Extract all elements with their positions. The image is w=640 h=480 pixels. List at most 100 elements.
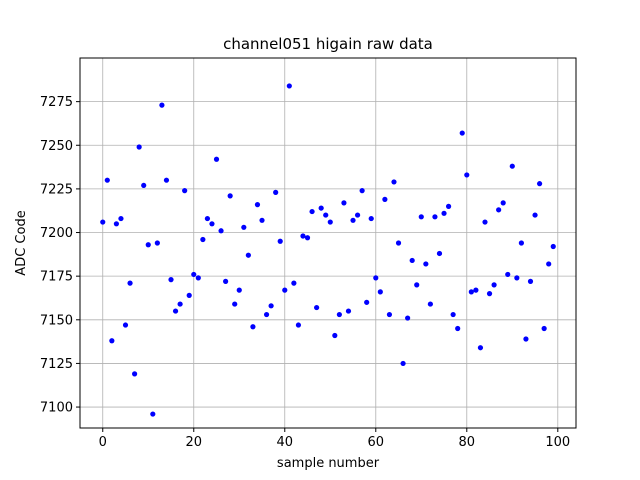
data-point: [191, 271, 197, 278]
data-point: [368, 215, 374, 222]
data-point: [359, 188, 365, 194]
data-point: [177, 301, 183, 307]
data-point: [127, 280, 133, 286]
data-point: [195, 275, 201, 281]
y-axis-ticks: 7100 7125 7150 7175 7200 7225 7250 7275: [40, 95, 80, 416]
data-point: [277, 238, 283, 244]
data-point: [354, 212, 361, 218]
y-tick-label: 7250: [40, 139, 73, 154]
data-point: [436, 250, 443, 257]
data-point: [477, 345, 484, 351]
data-point: [182, 188, 188, 194]
data-point: [427, 301, 433, 307]
data-point: [232, 301, 238, 307]
data-point: [473, 287, 479, 293]
data-point: [450, 311, 456, 318]
data-point: [350, 217, 356, 223]
data-point: [491, 282, 497, 288]
y-tick-label: 7200: [40, 226, 73, 241]
data-point: [536, 181, 543, 187]
data-point: [163, 177, 170, 183]
data-point: [227, 193, 233, 199]
data-point: [414, 282, 420, 288]
x-tick-label: 100: [545, 435, 570, 450]
data-point: [541, 325, 547, 332]
data-point: [500, 200, 506, 206]
data-point: [441, 210, 447, 216]
data-point: [223, 278, 229, 284]
data-point: [236, 287, 242, 293]
x-tick-label: 80: [459, 435, 476, 450]
data-point: [550, 243, 556, 250]
chart-title: channel051 higain raw data: [223, 35, 433, 53]
y-tick-label: 7150: [40, 313, 73, 328]
data-point: [213, 156, 220, 162]
data-point: [514, 275, 520, 281]
data-point: [186, 292, 192, 298]
data-point: [172, 308, 179, 314]
data-point: [268, 303, 274, 309]
plot-frame: [79, 57, 577, 429]
x-tick-label: 40: [276, 435, 293, 450]
data-point: [341, 200, 347, 206]
x-tick-label: 60: [368, 435, 385, 450]
data-point: [282, 287, 288, 293]
data-point: [459, 130, 465, 136]
data-points: [100, 83, 556, 417]
data-point: [518, 240, 524, 246]
data-point: [132, 371, 138, 377]
y-tick-label: 7275: [40, 95, 73, 110]
data-point: [464, 172, 470, 178]
data-point: [141, 182, 147, 189]
x-tick-label: 0: [99, 435, 107, 450]
y-axis-label: ADC Code: [14, 210, 29, 275]
data-point: [204, 215, 211, 222]
data-point: [523, 336, 529, 342]
data-point: [309, 208, 315, 215]
data-point: [373, 275, 379, 281]
x-tick-label: 20: [185, 435, 202, 450]
data-point: [113, 221, 120, 227]
data-point: [241, 224, 247, 230]
data-point: [304, 235, 311, 241]
data-point: [118, 215, 124, 222]
data-point: [314, 304, 320, 311]
data-point: [295, 322, 302, 328]
data-point: [445, 203, 452, 209]
data-point: [159, 102, 165, 108]
data-point: [263, 311, 270, 318]
data-point: [386, 311, 393, 318]
data-point: [391, 179, 397, 185]
data-point: [423, 261, 429, 267]
data-point: [109, 338, 115, 344]
data-point: [291, 280, 297, 286]
data-point: [546, 261, 552, 267]
data-point: [364, 299, 370, 305]
data-point: [323, 212, 329, 218]
y-tick-label: 7175: [40, 270, 73, 285]
y-tick-label: 7225: [40, 182, 73, 197]
data-point: [400, 360, 406, 367]
data-point: [245, 252, 251, 258]
data-point: [104, 177, 110, 183]
data-point: [122, 322, 129, 328]
data-point: [395, 240, 402, 246]
data-point: [136, 144, 142, 150]
data-point: [250, 324, 256, 330]
data-point: [505, 271, 511, 278]
data-point: [259, 217, 265, 223]
data-point: [432, 214, 438, 220]
data-point: [145, 242, 151, 248]
data-point: [318, 205, 324, 211]
data-point: [273, 189, 279, 195]
data-point: [455, 325, 461, 332]
data-point: [332, 332, 338, 339]
data-point: [532, 212, 538, 218]
data-point: [377, 289, 383, 295]
data-point: [527, 278, 534, 284]
x-axis-label: sample number: [277, 456, 380, 471]
data-point: [336, 311, 342, 318]
data-point: [345, 308, 352, 314]
